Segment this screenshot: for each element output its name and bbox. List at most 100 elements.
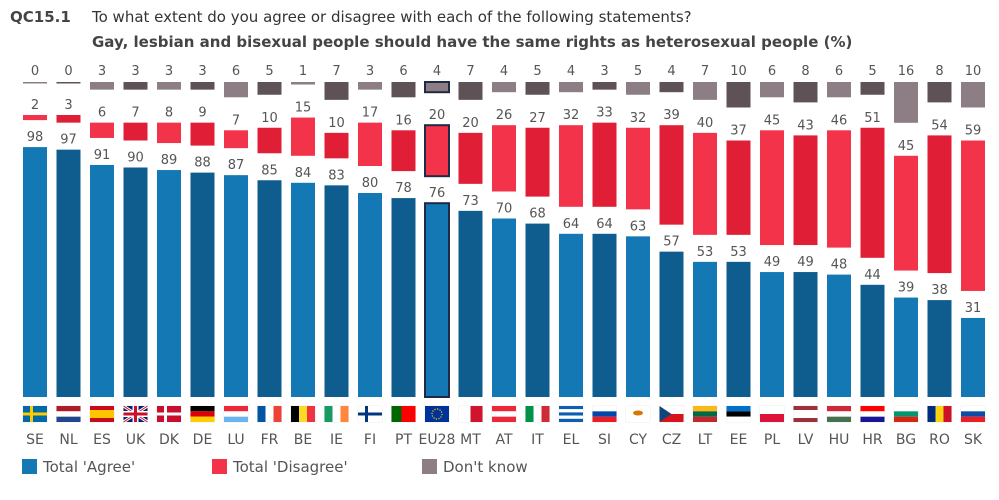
bar-disagree: [726, 140, 751, 235]
label-agree: 80: [362, 176, 379, 191]
label-dont-know: 6: [768, 64, 776, 79]
label-agree: 85: [261, 163, 278, 178]
label-agree: 64: [563, 217, 580, 232]
bar-disagree: [23, 115, 47, 121]
country-label: SE: [26, 432, 44, 448]
bar-agree: [525, 223, 550, 397]
country-label: PT: [395, 432, 412, 448]
bar-dont-know: [257, 82, 282, 95]
label-disagree: 26: [496, 108, 513, 123]
bar-dont-know: [559, 82, 583, 93]
bar-agree: [760, 272, 784, 397]
label-agree: 84: [295, 166, 312, 181]
bar-group-ie: 83 10 7 IE: [324, 64, 349, 448]
label-disagree: 8: [165, 106, 173, 121]
bar-group-se: 98 2 0 SE: [22, 64, 48, 448]
chart-subtitle: Gay, lesbian and bisexual people should …: [92, 33, 852, 51]
bar-group-cz: 57 39 4 CZ: [659, 64, 684, 448]
bar-group-fr: 85 10 5 FR: [257, 64, 282, 448]
bar-agree: [123, 167, 148, 397]
bar-group-nl: 97 3 0 NL: [56, 64, 81, 448]
bar-group-mt: 73 20 7 MT: [458, 64, 483, 448]
bar-agree: [358, 193, 382, 397]
bar-disagree: [123, 122, 148, 141]
label-agree: 64: [596, 217, 613, 232]
bar-agree: [324, 185, 349, 397]
label-disagree: 20: [462, 116, 479, 131]
label-dont-know: 5: [265, 64, 273, 79]
bar-agree: [626, 236, 650, 397]
legend-label-dont-know: Don't know: [443, 458, 528, 476]
label-dont-know: 6: [835, 64, 843, 79]
bar-disagree: [257, 127, 282, 154]
bar-disagree: [458, 132, 483, 184]
bar-dont-know: [793, 82, 818, 103]
bar-agree: [961, 317, 985, 397]
label-dont-know: 3: [98, 64, 106, 79]
country-label: BG: [896, 432, 916, 448]
country-label: ES: [93, 432, 111, 448]
flag-ie-icon: [324, 405, 349, 423]
bar-disagree: [592, 122, 617, 207]
bar-dont-know: [458, 82, 483, 100]
bar-agree: [559, 233, 583, 397]
flag-dk-icon: [156, 405, 182, 423]
bar-group-uk: 90 7 3 UK: [122, 64, 149, 448]
bar-disagree: [860, 127, 885, 258]
bar-dont-know: [291, 82, 315, 85]
label-disagree: 43: [797, 118, 814, 133]
flag-cz-icon: [659, 405, 684, 423]
label-disagree: 39: [663, 108, 680, 123]
label-disagree: 46: [831, 113, 848, 128]
bar-disagree: [358, 122, 382, 166]
country-label: FI: [364, 432, 376, 448]
label-dont-know: 4: [433, 64, 441, 79]
label-agree: 83: [328, 168, 345, 183]
label-agree: 48: [831, 258, 848, 273]
label-agree: 53: [730, 245, 747, 260]
bar-agree: [257, 180, 282, 397]
label-disagree: 59: [965, 124, 982, 139]
flag-es-icon: [89, 405, 115, 423]
bar-group-lu: 87 7 6 LU: [223, 64, 249, 448]
country-label: DE: [193, 432, 213, 448]
label-dont-know: 3: [198, 64, 206, 79]
label-dont-know: 4: [500, 64, 508, 79]
bar-agree: [492, 218, 516, 397]
flag-ee-icon: [726, 405, 751, 423]
bar-group-sk: 31 59 10 SK: [960, 64, 986, 448]
bar-disagree: [324, 132, 349, 159]
bar-group-hu: 48 46 6 HU: [826, 64, 852, 448]
bar-dont-know: [827, 82, 851, 98]
bar-agree: [291, 182, 315, 397]
label-agree: 57: [663, 235, 680, 250]
bar-agree: [458, 210, 483, 397]
label-disagree: 2: [31, 98, 39, 113]
flag-fr-icon: [257, 405, 282, 423]
country-label: MT: [460, 432, 481, 448]
flag-hu-icon: [826, 405, 852, 423]
bar-disagree: [693, 132, 717, 235]
bar-dont-know: [90, 82, 114, 90]
bar-dont-know: [592, 82, 617, 90]
label-agree: 38: [931, 283, 948, 298]
bar-dont-know: [726, 82, 751, 108]
bar-disagree: [56, 115, 81, 123]
bar-group-ro: 38 54 8 RO: [927, 64, 952, 448]
country-label: LT: [698, 432, 713, 448]
label-dont-know: 4: [567, 64, 575, 79]
bar-disagree: [90, 122, 114, 138]
label-dont-know: 0: [64, 64, 72, 79]
bar-agree: [157, 170, 181, 397]
label-disagree: 40: [697, 116, 714, 131]
label-disagree: 33: [596, 106, 613, 121]
country-label: AT: [495, 432, 512, 448]
bar-dont-know: [659, 82, 684, 93]
chart-title: To what extent do you agree or disagree …: [91, 8, 692, 26]
label-disagree: 45: [898, 139, 915, 154]
bar-dont-know: [358, 82, 382, 90]
bar-group-fi: 80 17 3 FI: [357, 64, 383, 448]
label-dont-know: 8: [801, 64, 809, 79]
